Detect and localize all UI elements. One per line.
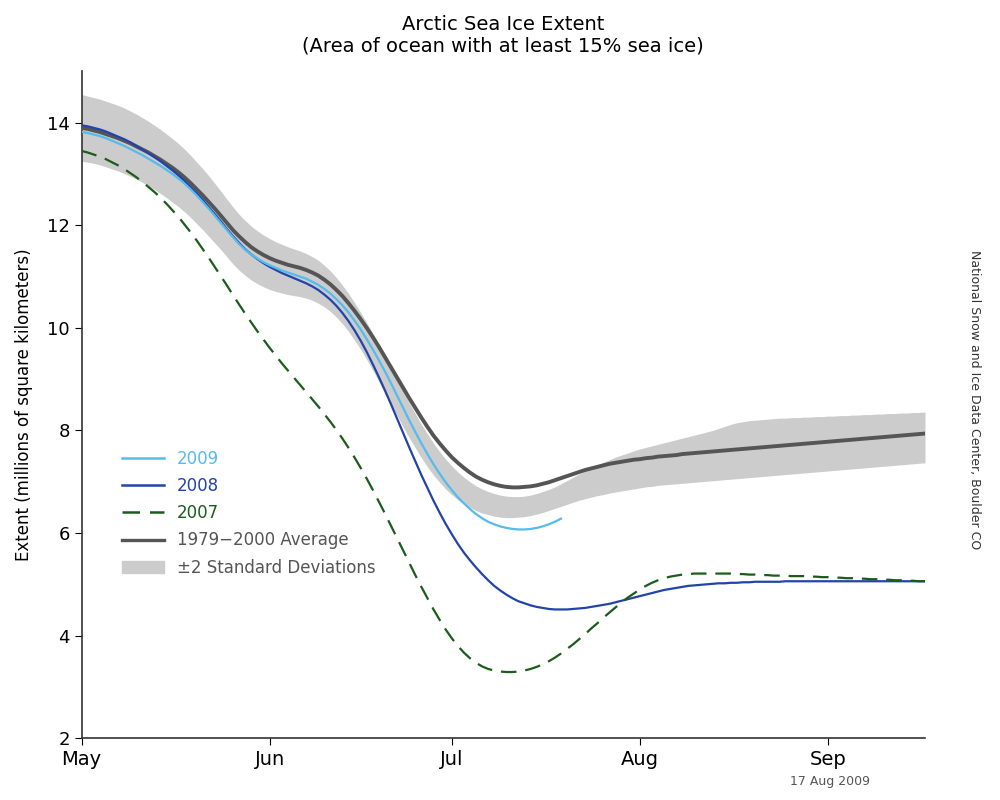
Legend: 2009, 2008, 2007, 1979−2000 Average, ±2 Standard Deviations: 2009, 2008, 2007, 1979−2000 Average, ±2 … xyxy=(115,443,382,583)
Y-axis label: Extent (millions of square kilometers): Extent (millions of square kilometers) xyxy=(15,249,33,561)
Title: Arctic Sea Ice Extent
(Area of ocean with at least 15% sea ice): Arctic Sea Ice Extent (Area of ocean wit… xyxy=(302,15,704,56)
Text: National Snow and Ice Data Center, Boulder CO: National Snow and Ice Data Center, Bould… xyxy=(968,250,982,550)
Text: 17 Aug 2009: 17 Aug 2009 xyxy=(790,775,870,788)
